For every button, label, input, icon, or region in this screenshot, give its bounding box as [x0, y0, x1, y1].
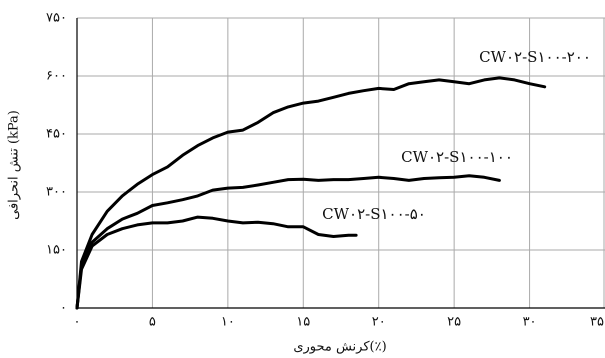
series-label: CW۰۲-S۱۰۰-۵۰: [322, 205, 426, 223]
x-tick-label: ۲۰: [372, 315, 386, 330]
x-tick-label: ۲۵: [447, 315, 461, 330]
y-tick-label: ۴۵۰: [46, 127, 67, 142]
y-tick-label: ۶۰۰: [46, 69, 67, 84]
series-line: [75, 76, 547, 310]
series-label: CW۰۲-S۱۰۰-۱۰۰: [401, 148, 513, 166]
x-tick-label: ۳۵: [590, 315, 604, 330]
y-axis-label: تنش انحرافی (kPa): [7, 110, 22, 220]
x-axis-label: کرنش محوری(٪): [293, 340, 386, 355]
x-tick-label: ۵: [149, 315, 156, 330]
x-tick-label: ۰: [74, 315, 81, 330]
x-tick-label: ۱۵: [296, 315, 310, 330]
y-tick-label: ۳۰۰: [46, 185, 67, 200]
series-line: [75, 174, 501, 310]
series-label: CW۰۲-S۱۰۰-۲۰۰: [479, 48, 591, 66]
y-tick-label: ۱۵۰: [46, 243, 67, 258]
y-tick-label: ۰: [60, 301, 67, 316]
x-tick-label: ۱۰: [221, 315, 235, 330]
series-line: [75, 215, 358, 310]
y-tick-label: ۷۵۰: [46, 11, 67, 26]
x-tick-label: ۳۰: [523, 315, 537, 330]
